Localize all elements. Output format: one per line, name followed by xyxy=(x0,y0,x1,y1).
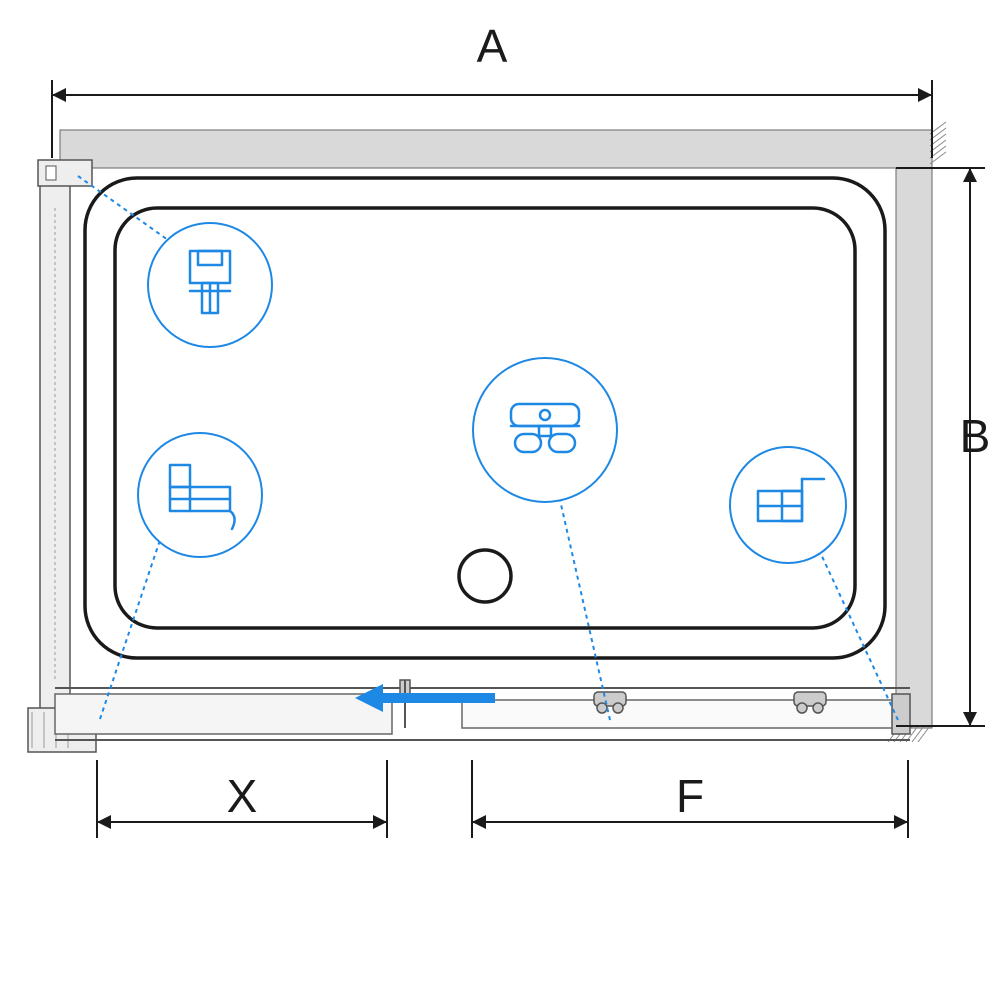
door-track xyxy=(55,680,910,740)
dim-label: A xyxy=(477,20,508,72)
dim-label: F xyxy=(676,770,704,822)
callout-end-cap xyxy=(730,447,898,720)
dim-label: B xyxy=(960,410,991,462)
dim-label: X xyxy=(227,770,258,822)
callouts xyxy=(78,176,898,720)
callout-bottom-seal xyxy=(100,433,262,719)
callout-top-seal xyxy=(78,176,272,347)
callout-roller xyxy=(473,358,617,720)
